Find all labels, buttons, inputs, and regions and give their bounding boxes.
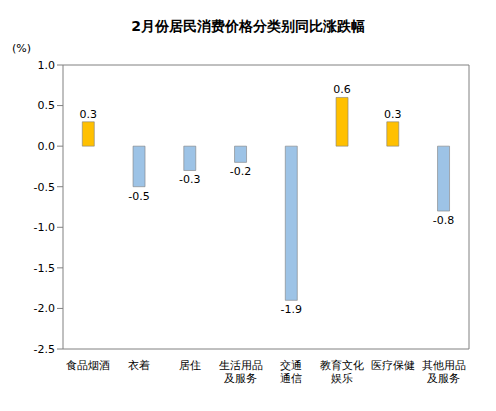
svg-text:-1.9: -1.9 [281, 303, 302, 316]
svg-text:-0.3: -0.3 [179, 173, 200, 186]
svg-text:0.5: 0.5 [38, 99, 56, 112]
svg-text:居住: 居住 [179, 359, 201, 372]
svg-text:交通通信: 交通通信 [280, 359, 302, 385]
svg-text:-2.5: -2.5 [34, 343, 55, 356]
svg-text:生活用品及服务: 生活用品及服务 [219, 359, 263, 385]
svg-text:0.6: 0.6 [333, 83, 351, 96]
svg-text:-1.5: -1.5 [34, 262, 55, 275]
svg-text:教育文化娱乐: 教育文化娱乐 [320, 359, 364, 385]
svg-text:-0.5: -0.5 [34, 181, 55, 194]
svg-text:医疗保健: 医疗保健 [371, 359, 415, 372]
svg-text:-0.5: -0.5 [128, 190, 149, 203]
svg-text:其他用品及服务: 其他用品及服务 [422, 359, 466, 385]
svg-text:0.3: 0.3 [384, 108, 402, 121]
svg-text:衣着: 衣着 [128, 359, 150, 372]
html-text:2月份居民消费价格分类别同比涨跌幅: 2月份居民消费价格分类别同比涨跌幅 [131, 18, 365, 34]
svg-text:1.0: 1.0 [38, 59, 56, 72]
svg-text:0.0: 0.0 [38, 140, 56, 153]
svg-text:-0.8: -0.8 [433, 214, 454, 227]
svg-text:-1.0: -1.0 [34, 221, 55, 234]
svg-text:-2.0: -2.0 [34, 302, 55, 315]
svg-text:食品烟酒: 食品烟酒 [66, 359, 110, 372]
svg-text:-0.2: -0.2 [230, 165, 251, 178]
svg-text:0.3: 0.3 [80, 108, 98, 121]
